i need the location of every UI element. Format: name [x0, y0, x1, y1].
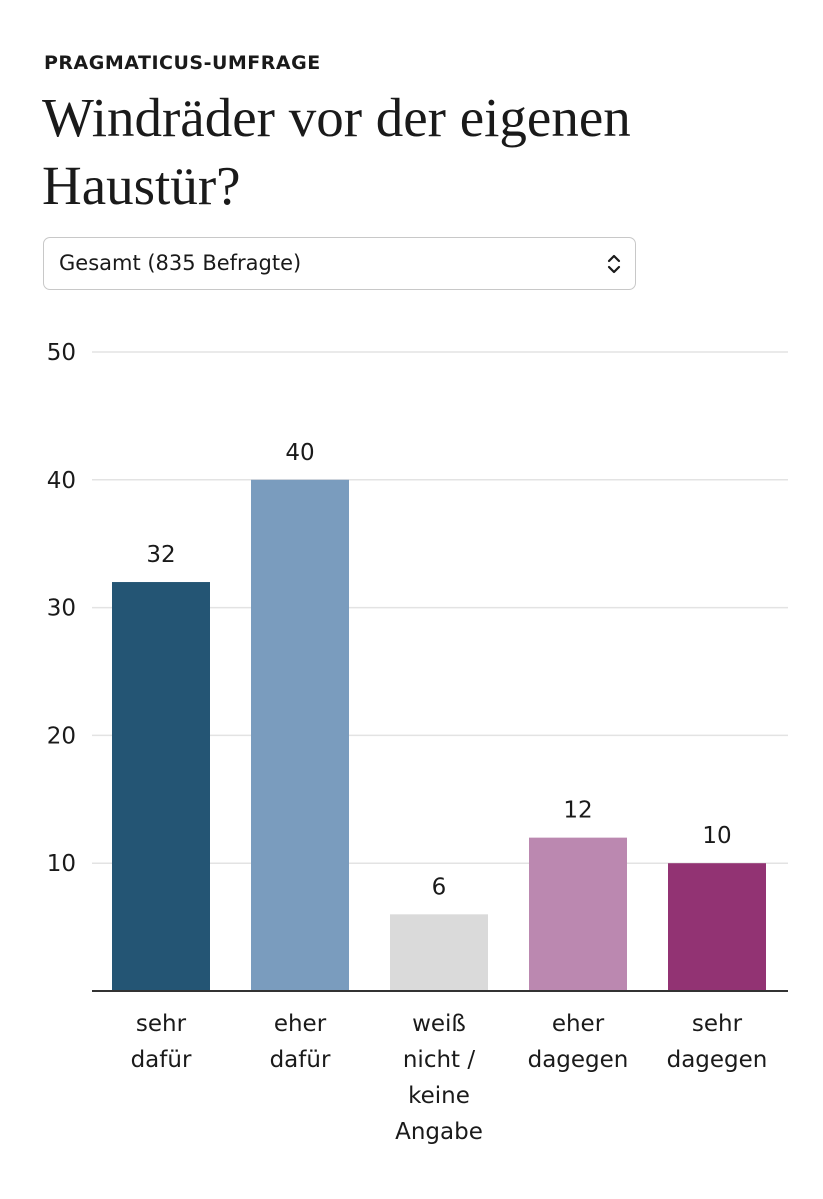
y-tick-label: 40	[47, 468, 76, 494]
x-category-label: eher dagegen	[528, 1011, 629, 1073]
kicker-label: PRAGMATICUS-UMFRAGE	[44, 52, 321, 74]
x-category-line: eher	[274, 1011, 327, 1037]
bar	[390, 914, 488, 991]
x-category-line: eher	[552, 1011, 605, 1037]
y-axis-ticks: 10 20 30 40 50	[47, 340, 76, 877]
x-category-line: sehr	[692, 1011, 743, 1037]
respondent-group-select[interactable]: Gesamt (835 Befragte)	[43, 237, 636, 290]
x-category-line: weiß	[412, 1011, 466, 1037]
x-category-label: sehr dafür	[131, 1011, 192, 1073]
bar	[251, 479, 349, 991]
data-label: 10	[702, 823, 731, 849]
page-title: Windräder vor der eigenen Haustür?	[42, 87, 631, 216]
x-category-label: weiß nicht / keine Angabe	[395, 1011, 483, 1145]
bar	[529, 837, 627, 991]
x-category-line: nicht /	[403, 1047, 476, 1073]
data-label: 12	[563, 798, 592, 824]
bar	[668, 863, 766, 991]
x-category-line: sehr	[136, 1011, 187, 1037]
x-category-line: dagegen	[528, 1047, 629, 1073]
x-category-line: Angabe	[395, 1119, 483, 1145]
data-label: 6	[432, 874, 447, 900]
x-category-line: dagegen	[667, 1047, 768, 1073]
data-label: 32	[146, 542, 175, 568]
x-category-line: keine	[408, 1083, 470, 1109]
x-category-label: sehr dagegen	[667, 1011, 768, 1073]
data-label: 40	[285, 440, 314, 466]
x-category-line: dafür	[270, 1047, 331, 1073]
x-category-line: dafür	[131, 1047, 192, 1073]
x-category-label: eher dafür	[270, 1011, 331, 1073]
y-tick-label: 10	[47, 851, 76, 877]
y-tick-label: 30	[47, 596, 76, 622]
data-labels: 32 40 6 12 10	[146, 440, 731, 901]
bars	[112, 479, 766, 991]
select-value: Gesamt (835 Befragte)	[59, 251, 302, 275]
y-tick-label: 50	[47, 340, 76, 366]
bar	[112, 582, 210, 991]
y-tick-label: 20	[47, 723, 76, 749]
x-axis-categories: sehr dafür eher dafür weiß nicht / keine Angabe…	[131, 1011, 768, 1145]
chevron-up-down-icon	[603, 250, 625, 278]
